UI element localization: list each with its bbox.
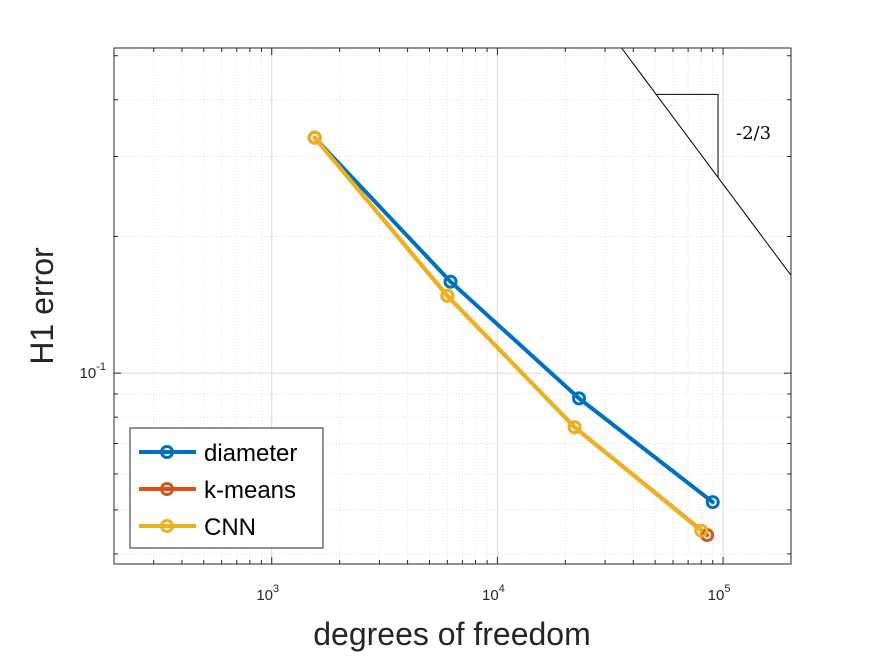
legend-label-CNN: CNN <box>204 514 256 541</box>
legend: diameter k-means CNN <box>129 427 324 549</box>
series-line-diameter <box>312 135 715 505</box>
data-point-CNN <box>567 420 582 435</box>
data-point-diameter <box>443 274 458 289</box>
legend-label-k-means: k-means <box>204 477 296 504</box>
x-tick-label: 103 <box>256 583 279 604</box>
slope-reference-line <box>621 47 792 276</box>
data-point-diameter <box>705 495 720 510</box>
data-point-diameter <box>572 391 587 406</box>
legend-marker-diameter <box>160 445 174 459</box>
axes <box>113 47 792 565</box>
legend-marker-k-means <box>160 482 174 496</box>
series-line-CNN <box>312 135 704 533</box>
data-point-CNN <box>307 130 322 145</box>
x-tick-label: 105 <box>708 583 731 604</box>
y-axis-label: H1 error <box>24 247 60 365</box>
legend-label-diameter: diameter <box>204 440 297 467</box>
slope-triangle <box>656 93 719 178</box>
x-tick-label: 104 <box>482 583 505 604</box>
tick-labels: 103 104 105 10-1 <box>80 361 731 604</box>
x-axis-label: degrees of freedom <box>313 616 591 652</box>
y-tick-label: 10-1 <box>80 361 106 382</box>
slope-label: -2/3 <box>736 123 771 144</box>
data-point-CNN <box>440 288 455 303</box>
series-layer <box>307 130 720 543</box>
data-point-CNN <box>694 523 709 538</box>
slope-annotation: -2/3 <box>621 47 792 276</box>
legend-marker-CNN <box>160 519 174 533</box>
tick-marks <box>113 48 792 564</box>
axes-box <box>113 47 792 565</box>
